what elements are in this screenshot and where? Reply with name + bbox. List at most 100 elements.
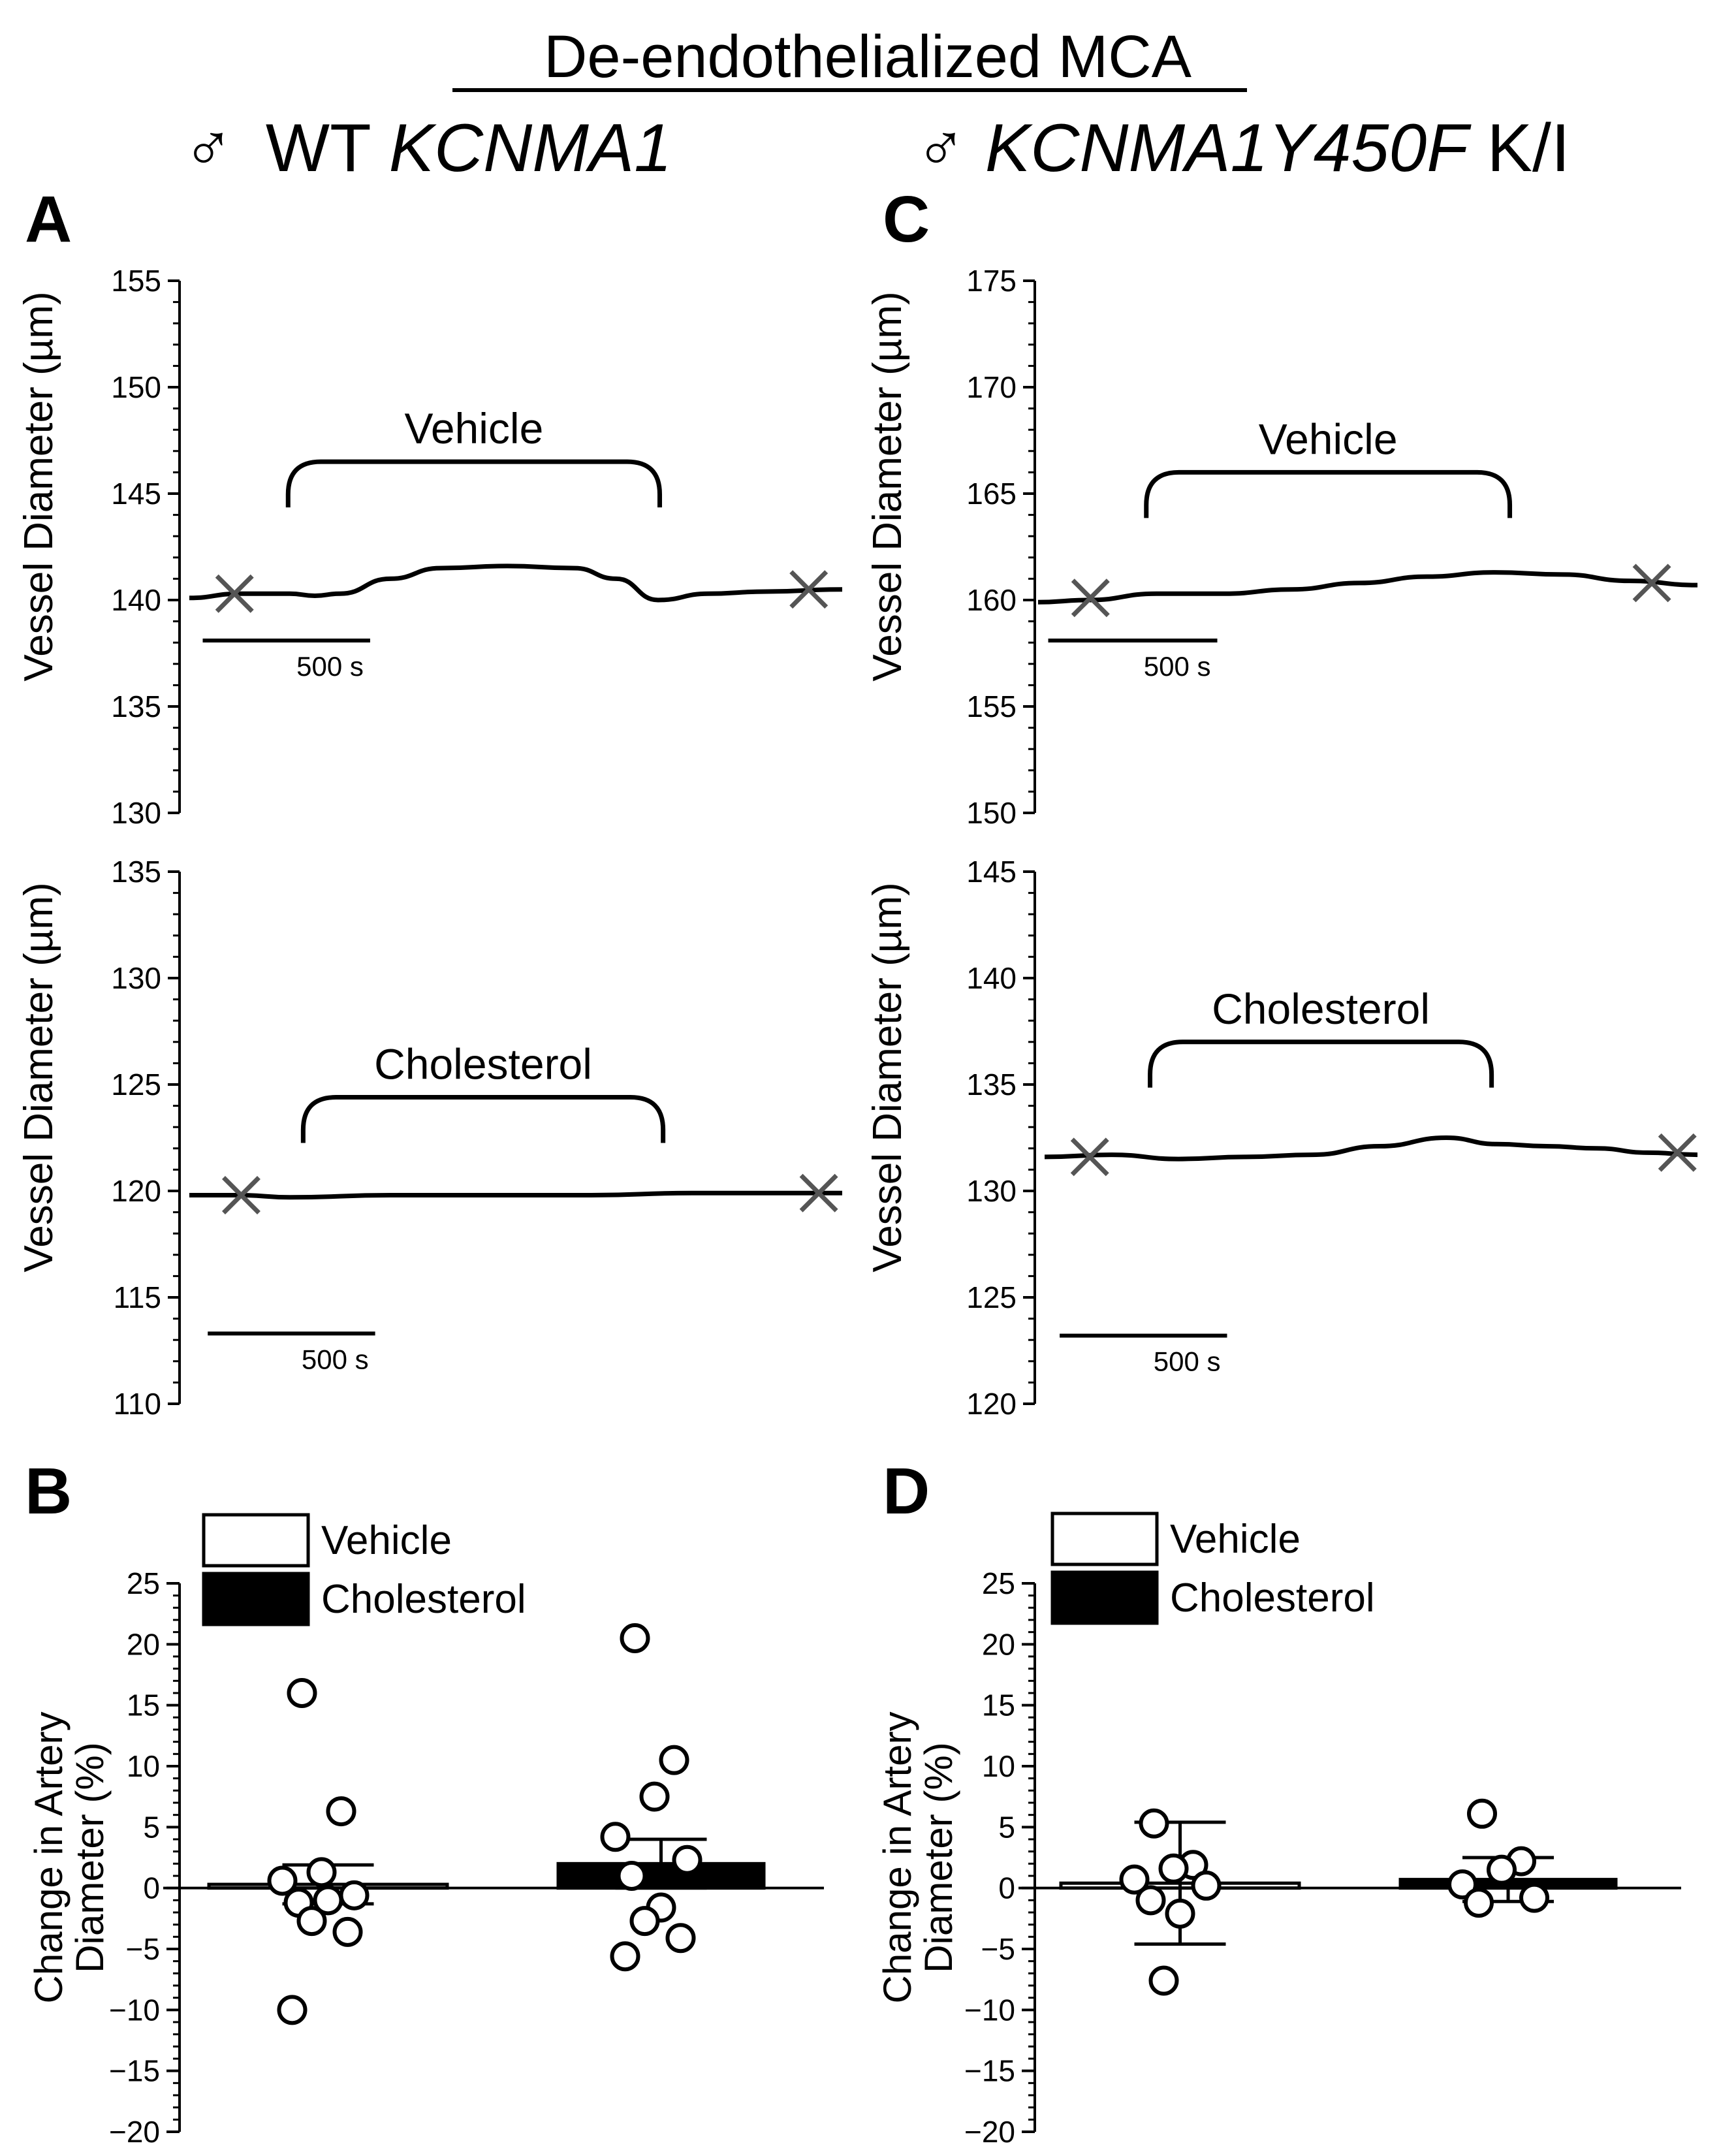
data-point — [277, 1995, 308, 2025]
y-tick-label: 110 — [114, 1387, 161, 1421]
y-tick-label: 120 — [111, 1174, 161, 1208]
y-tick-label: 140 — [966, 961, 1017, 995]
scale-bar-label: 500 s — [1154, 1346, 1221, 1377]
data-point — [306, 1857, 337, 1888]
y-tick-label: 145 — [111, 477, 161, 511]
legend-label: Vehicle — [1170, 1517, 1301, 1562]
data-point — [1447, 1869, 1477, 1900]
legend-swatch — [202, 1513, 310, 1568]
y-tick-label: 150 — [966, 796, 1017, 830]
panel-label: B — [25, 1455, 72, 1528]
legend-swatch — [1050, 1512, 1159, 1566]
measurement-marker — [1632, 563, 1671, 603]
y-tick-label: 20 — [127, 1627, 160, 1661]
data-point — [665, 1923, 696, 1954]
data-point — [639, 1781, 670, 1812]
y-tick-label: 125 — [111, 1068, 161, 1101]
measurement-marker — [1070, 1137, 1109, 1177]
y-tick-label: 135 — [111, 855, 161, 889]
treatment-label: Cholesterol — [1212, 985, 1430, 1033]
legend-swatch — [202, 1572, 310, 1626]
y-tick-label: 130 — [111, 796, 161, 830]
y-tick-label: 145 — [966, 855, 1017, 889]
data-point — [326, 1796, 356, 1827]
diameter-trace — [189, 563, 843, 603]
figure-title: De-endothelialized MCA — [544, 24, 1192, 90]
y-tick-label: 25 — [127, 1566, 160, 1600]
panel-b: −20 −15 −10 −5 0 5 10 15 20 25 B Change in ArteryDi… — [25, 1455, 824, 2149]
male-symbol: ♂ — [183, 110, 234, 186]
legend-label: Cholesterol — [1170, 1576, 1375, 1621]
y-axis-label-line1: Change in Artery — [876, 1712, 919, 2004]
measurement-marker — [789, 570, 829, 609]
y-axis-label: Vessel Diameter (µm) — [16, 882, 61, 1272]
y-axis-label-line1: Change in Artery — [27, 1712, 71, 2004]
panel-a-bottom: 110 115 120 125 130 135 Vessel Diameter (µm) Ch… — [16, 855, 842, 1421]
treatment-label: Vehicle — [1259, 415, 1398, 463]
male-symbol: ♂ — [915, 110, 966, 186]
y-tick-label: 175 — [966, 264, 1017, 298]
y-tick-label: 155 — [111, 264, 161, 298]
y-tick-label: −20 — [964, 2115, 1015, 2149]
panel-c-top: 150 155 160 165 170 175 C Vessel Diameter (µm) V… — [865, 183, 1698, 830]
scale-bar-label: 500 s — [296, 651, 364, 682]
y-tick-label: 5 — [143, 1810, 160, 1844]
y-tick-label: −5 — [126, 1932, 160, 1966]
y-tick-label: 130 — [966, 1174, 1017, 1208]
panel-c-bottom: 120 125 130 135 140 145 Vessel Diameter (µm) Ch… — [865, 855, 1698, 1421]
data-point — [287, 1678, 317, 1708]
data-point — [1165, 1898, 1195, 1929]
y-axis-label: Vessel Diameter (µm) — [16, 291, 61, 681]
y-tick-label: −15 — [964, 2054, 1015, 2088]
data-point — [620, 1623, 650, 1653]
data-point — [1464, 1888, 1494, 1918]
data-point — [296, 1906, 327, 1937]
data-point — [616, 1861, 647, 1891]
left-header-gene: KCNMA1 — [389, 110, 672, 186]
data-point — [313, 1885, 343, 1916]
data-point — [1487, 1854, 1517, 1885]
left-column-header: ♂ WT KCNMA1 — [183, 110, 672, 186]
data-point — [339, 1880, 370, 1910]
scale-bar-label: 500 s — [302, 1344, 369, 1374]
y-tick-label: 115 — [114, 1280, 161, 1314]
y-axis-label-line2: Diameter (%) — [68, 1742, 112, 1972]
data-point — [1158, 1853, 1189, 1884]
data-point — [1135, 1885, 1166, 1916]
right-header-gene: KCNMA1Y450F — [985, 110, 1472, 186]
diameter-trace — [189, 1190, 842, 1200]
data-point — [1519, 1882, 1549, 1913]
treatment-label: Vehicle — [404, 404, 543, 452]
y-tick-label: 10 — [982, 1749, 1015, 1783]
y-tick-label: 25 — [982, 1566, 1015, 1600]
y-tick-label: 20 — [982, 1627, 1015, 1661]
treatment-bracket — [1148, 1039, 1494, 1088]
y-tick-label: 150 — [111, 370, 161, 404]
data-point — [1119, 1864, 1150, 1895]
diameter-trace — [1037, 570, 1698, 605]
data-point — [659, 1745, 689, 1775]
y-tick-label: 15 — [982, 1688, 1015, 1722]
data-point — [629, 1906, 660, 1937]
y-axis-label-line2: Diameter (%) — [917, 1742, 960, 1972]
y-tick-label: 5 — [998, 1810, 1015, 1844]
data-point — [1467, 1798, 1497, 1829]
panel-label: C — [883, 183, 930, 256]
y-tick-label: 120 — [966, 1387, 1017, 1421]
data-point — [672, 1845, 702, 1875]
measurement-marker — [799, 1173, 838, 1212]
treatment-bracket — [1144, 469, 1513, 518]
y-axis-label: Vessel Diameter (µm) — [865, 291, 910, 681]
right-column-header: ♂ KCNMA1Y450F K/I — [915, 110, 1570, 186]
y-axis-label: Vessel Diameter (µm) — [865, 882, 910, 1272]
y-tick-label: 15 — [127, 1688, 160, 1722]
y-tick-label: 165 — [966, 477, 1017, 511]
y-tick-label: 135 — [111, 689, 161, 723]
data-point — [600, 1822, 631, 1852]
y-tick-label: 125 — [966, 1280, 1017, 1314]
y-tick-label: 0 — [998, 1871, 1015, 1905]
y-tick-label: −10 — [109, 1993, 160, 2027]
panel-a-top: 130 135 140 145 150 155 A Vessel Diameter (µm) V… — [16, 183, 843, 830]
